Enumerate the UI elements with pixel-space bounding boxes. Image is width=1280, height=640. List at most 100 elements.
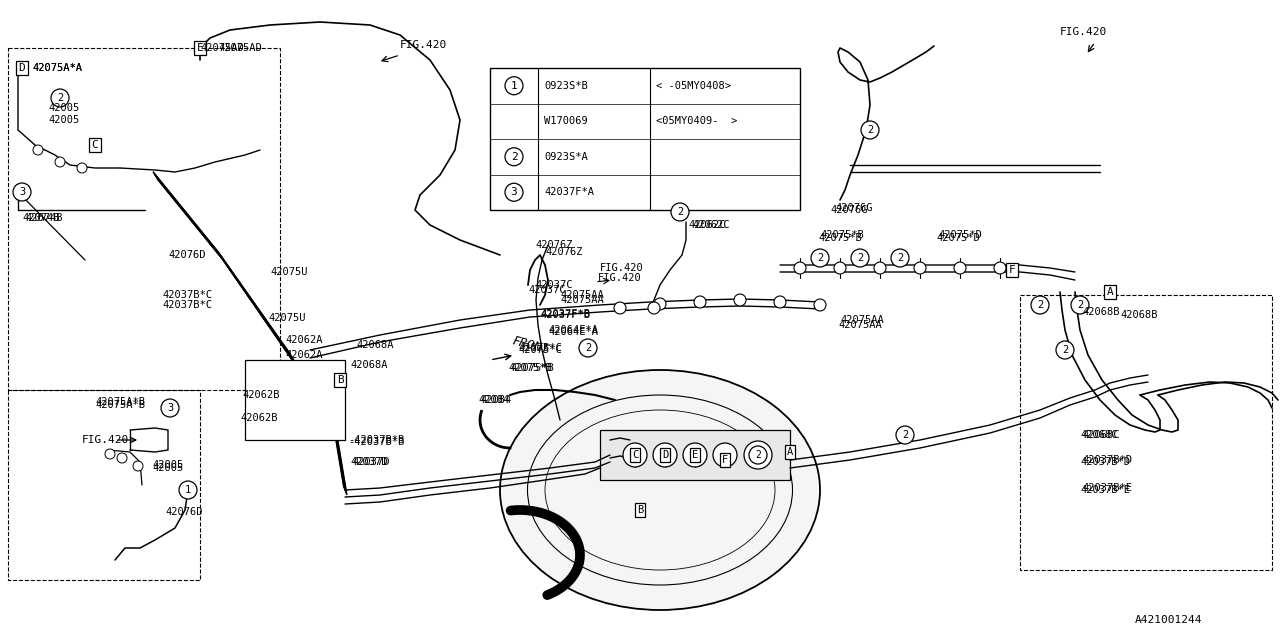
Text: 42037D: 42037D [349,457,388,467]
Text: B: B [637,505,643,515]
Text: D: D [662,450,668,460]
Text: 42076Z: 42076Z [535,240,572,250]
Text: 2: 2 [856,253,863,263]
Text: 42075*B: 42075*B [509,363,554,373]
Text: 1: 1 [511,81,517,91]
Text: C: C [632,450,639,460]
Text: 2: 2 [817,253,823,263]
Text: 42005: 42005 [152,463,183,473]
Text: 42075*B: 42075*B [508,363,552,373]
Text: 42075*D: 42075*D [936,233,979,243]
Text: 42075*C: 42075*C [518,343,562,353]
Text: 42062B: 42062B [241,413,278,423]
Text: W170069: W170069 [544,116,588,126]
Text: 42075U: 42075U [268,313,306,323]
Ellipse shape [896,426,914,444]
Text: 42037B*D: 42037B*D [1082,455,1132,465]
Text: 42075AD: 42075AD [200,43,243,53]
Text: 0923S*A: 0923S*A [544,152,588,162]
Ellipse shape [55,157,65,167]
Ellipse shape [814,299,826,311]
Ellipse shape [749,446,767,464]
Text: A421001244: A421001244 [1135,615,1202,625]
Text: 2: 2 [867,125,873,135]
Text: 42076D: 42076D [165,507,202,517]
Text: 2: 2 [1037,300,1043,310]
Text: 3: 3 [19,187,26,197]
Ellipse shape [1056,341,1074,359]
Text: A: A [787,447,794,457]
Text: 3: 3 [511,188,517,197]
Text: 42005: 42005 [49,115,79,125]
Bar [600,430,790,480]
Ellipse shape [161,399,179,417]
Ellipse shape [179,481,197,499]
Text: 42064E*A: 42064E*A [548,327,598,337]
Ellipse shape [851,249,869,267]
Text: -42037B*B: -42037B*B [348,437,404,447]
Ellipse shape [1071,296,1089,314]
Text: 42062B: 42062B [242,390,279,400]
Text: 42005: 42005 [152,460,183,470]
Ellipse shape [77,163,87,173]
Bar [244,360,346,440]
Text: 42068B: 42068B [1120,310,1157,320]
Text: FIG.420: FIG.420 [598,273,641,283]
Ellipse shape [116,453,127,463]
Text: F: F [722,455,728,465]
Text: 42037B*C: 42037B*C [163,300,212,310]
Ellipse shape [861,121,879,139]
Ellipse shape [648,302,660,314]
Text: 42005: 42005 [49,103,79,113]
Ellipse shape [51,89,69,107]
Text: A: A [1107,287,1114,297]
Text: 42062A: 42062A [285,335,323,345]
Text: 42075U: 42075U [270,267,307,277]
Text: FRONT: FRONT [511,334,550,356]
Text: 2: 2 [56,93,63,103]
Text: FIG.420: FIG.420 [399,40,447,50]
Text: 42037B*E: 42037B*E [1080,485,1130,495]
Ellipse shape [1030,296,1050,314]
Text: 42076G: 42076G [829,205,868,215]
Text: 2: 2 [511,152,517,162]
Ellipse shape [671,203,689,221]
Text: 2: 2 [897,253,904,263]
Bar [490,68,800,210]
Ellipse shape [744,441,772,469]
Ellipse shape [105,449,115,459]
Ellipse shape [654,298,666,310]
Ellipse shape [623,443,646,467]
Text: 3: 3 [166,403,173,413]
Ellipse shape [133,461,143,471]
Ellipse shape [694,296,707,308]
Ellipse shape [653,443,677,467]
Ellipse shape [579,339,596,357]
Text: 42076G: 42076G [835,203,873,213]
Text: 42084: 42084 [480,395,511,405]
Ellipse shape [506,77,524,95]
Ellipse shape [774,296,786,308]
Text: 42062C: 42062C [689,220,726,230]
Text: 2: 2 [902,430,908,440]
Text: 42075AA: 42075AA [561,290,604,300]
Text: 42068C: 42068C [1080,430,1117,440]
Text: 42037C: 42037C [535,280,572,290]
Ellipse shape [506,148,524,166]
Ellipse shape [614,302,626,314]
Text: 42075A*B: 42075A*B [95,400,145,410]
Text: 42084: 42084 [477,395,509,405]
Text: 42075A*A: 42075A*A [32,63,82,73]
Text: 42075AA: 42075AA [840,315,883,325]
Text: C: C [92,140,99,150]
Text: 42037F*B: 42037F*B [540,310,590,320]
Text: 2: 2 [755,450,760,460]
Text: 42076D: 42076D [168,250,206,260]
Text: 42068B: 42068B [1082,307,1120,317]
Ellipse shape [954,262,966,274]
Text: FIG.420: FIG.420 [1060,27,1107,37]
Ellipse shape [835,262,846,274]
Text: 42037C: 42037C [529,285,566,295]
Text: 42037F*A: 42037F*A [544,188,594,197]
Text: 42075*B: 42075*B [820,230,864,240]
